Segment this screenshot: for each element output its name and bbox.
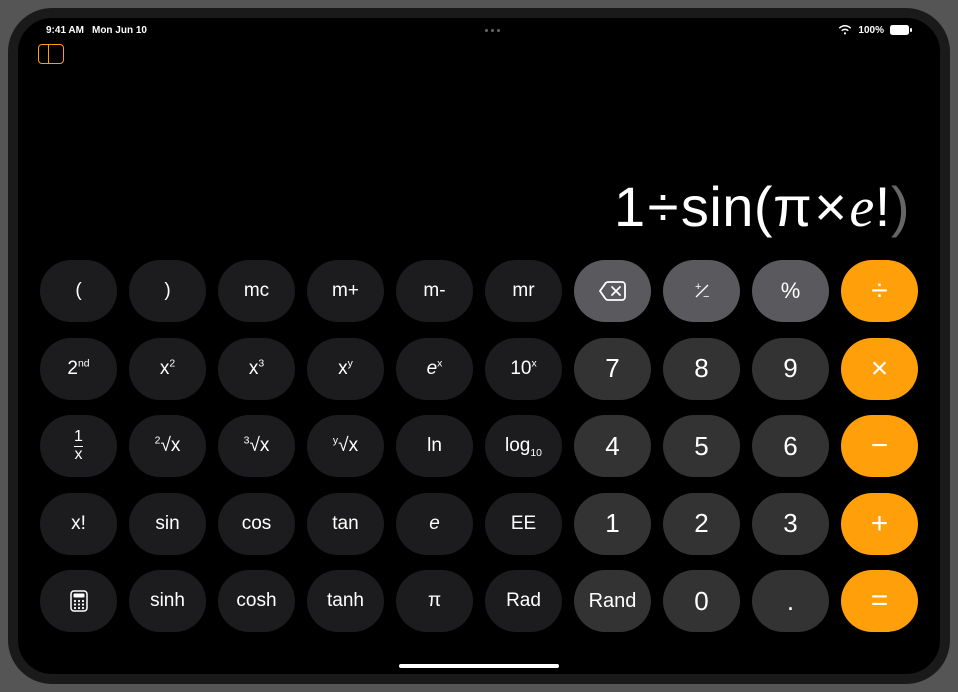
key-square-root[interactable]: 2√x xyxy=(129,415,206,477)
calculator-mode-toggle[interactable] xyxy=(38,44,64,64)
key-multiply[interactable]: × xyxy=(841,338,918,400)
key-6[interactable]: 6 xyxy=(752,415,829,477)
backspace-icon xyxy=(599,281,627,301)
key-divide[interactable]: ÷ xyxy=(841,260,918,322)
key-cosh[interactable]: cosh xyxy=(218,570,295,632)
key-4[interactable]: 4 xyxy=(574,415,651,477)
battery-icon xyxy=(890,25,912,35)
key-minus[interactable]: − xyxy=(841,415,918,477)
key-x-to-y[interactable]: xy xyxy=(307,338,384,400)
key-8[interactable]: 8 xyxy=(663,338,740,400)
key-rad[interactable]: Rad xyxy=(485,570,562,632)
key-tanh[interactable]: tanh xyxy=(307,570,384,632)
key-factorial[interactable]: x! xyxy=(40,493,117,555)
key-pi[interactable]: π xyxy=(396,570,473,632)
key-sinh[interactable]: sinh xyxy=(129,570,206,632)
svg-text:−: − xyxy=(703,291,709,301)
key-mc[interactable]: mc xyxy=(218,260,295,322)
key-0[interactable]: 0 xyxy=(663,570,740,632)
key-percent[interactable]: % xyxy=(752,260,829,322)
key-sin[interactable]: sin xyxy=(129,493,206,555)
top-toolbar xyxy=(18,38,940,70)
key-e-to-x[interactable]: ex xyxy=(396,338,473,400)
key-left-paren[interactable]: ( xyxy=(40,260,117,322)
wifi-icon xyxy=(838,25,852,35)
key-mr[interactable]: mr xyxy=(485,260,562,322)
key-backspace[interactable] xyxy=(574,260,651,322)
key-cube-root[interactable]: 3√x xyxy=(218,415,295,477)
status-bar: 9:41 AM Mon Jun 10 100% xyxy=(18,18,940,38)
key-right-paren[interactable]: ) xyxy=(129,260,206,322)
expression: 1÷sin(π×e!) xyxy=(614,174,910,240)
calculator-icon xyxy=(70,590,88,612)
key-7[interactable]: 7 xyxy=(574,338,651,400)
status-time: 9:41 AM xyxy=(46,25,84,36)
key-ln[interactable]: ln xyxy=(396,415,473,477)
key-ten-to-x[interactable]: 10x xyxy=(485,338,562,400)
key-plus-minus[interactable]: +− xyxy=(663,260,740,322)
screen: 9:41 AM Mon Jun 10 100% 1 ÷ sin ( π xyxy=(18,18,940,674)
key-equals[interactable]: = xyxy=(841,570,918,632)
status-date: Mon Jun 10 xyxy=(92,25,147,36)
display-area[interactable]: 1÷sin(π×e!) xyxy=(18,70,940,250)
key-x-cubed[interactable]: x3 xyxy=(218,338,295,400)
key-reciprocal[interactable]: 1x xyxy=(40,415,117,477)
multitask-dots[interactable] xyxy=(147,29,838,32)
key-cos[interactable]: cos xyxy=(218,493,295,555)
key-9[interactable]: 9 xyxy=(752,338,829,400)
plus-minus-icon: +− xyxy=(692,281,712,301)
key-2[interactable]: 2 xyxy=(663,493,740,555)
key-5[interactable]: 5 xyxy=(663,415,740,477)
key-m-plus[interactable]: m+ xyxy=(307,260,384,322)
key-m-minus[interactable]: m- xyxy=(396,260,473,322)
key-e[interactable]: e xyxy=(396,493,473,555)
key-x-squared[interactable]: x2 xyxy=(129,338,206,400)
keypad: ( ) mc m+ m- mr +− % ÷ 2nd x2 x3 xy ex 1… xyxy=(18,250,940,674)
key-second[interactable]: 2nd xyxy=(40,338,117,400)
key-3[interactable]: 3 xyxy=(752,493,829,555)
key-basic-mode[interactable] xyxy=(40,570,117,632)
ipad-device-frame: 9:41 AM Mon Jun 10 100% 1 ÷ sin ( π xyxy=(8,8,950,684)
key-rand[interactable]: Rand xyxy=(574,570,651,632)
svg-text:+: + xyxy=(695,281,701,293)
key-y-root[interactable]: y√x xyxy=(307,415,384,477)
key-decimal[interactable]: . xyxy=(752,570,829,632)
key-plus[interactable]: + xyxy=(841,493,918,555)
key-ee[interactable]: EE xyxy=(485,493,562,555)
home-indicator[interactable] xyxy=(399,664,559,668)
battery-percent: 100% xyxy=(858,25,884,36)
key-tan[interactable]: tan xyxy=(307,493,384,555)
key-log10[interactable]: log10 xyxy=(485,415,562,477)
key-1[interactable]: 1 xyxy=(574,493,651,555)
